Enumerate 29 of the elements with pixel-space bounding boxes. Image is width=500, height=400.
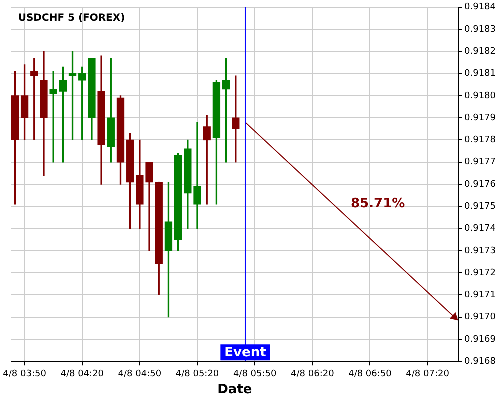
x-tick-label: 4/8 04:50 bbox=[118, 369, 162, 380]
y-tick-label: 0.9171 bbox=[464, 290, 496, 301]
text: USDCHF 5 (FOREX) bbox=[18, 12, 126, 24]
ref-line-label: Event bbox=[224, 345, 266, 360]
y-tick-label: 0.9168 bbox=[464, 356, 496, 367]
y-tick-label: 0.9173 bbox=[464, 246, 496, 256]
x-tick-label: 4/8 06:50 bbox=[348, 369, 392, 380]
annotation: 85.71% bbox=[351, 196, 406, 212]
x-tick-label: 4/8 04:20 bbox=[60, 369, 104, 380]
x-tick-label: 4/8 03:50 bbox=[3, 369, 47, 380]
y-tick-label: 0.9170 bbox=[464, 312, 496, 323]
x-axis-title: Date bbox=[218, 382, 252, 398]
y-tick-label: 0.9184 bbox=[464, 2, 496, 13]
y-tick-label: 0.9174 bbox=[464, 224, 496, 234]
x-tick-label: 4/8 06:20 bbox=[291, 369, 335, 380]
x-tick-label: 4/8 07:20 bbox=[406, 369, 450, 380]
x-tick-label: 4/8 05:20 bbox=[176, 369, 220, 380]
y-tick-label: 0.9175 bbox=[464, 202, 496, 212]
y-tick-label: 0.9178 bbox=[464, 136, 496, 146]
y-tick-label: 0.9169 bbox=[464, 334, 496, 345]
y-tick-label: 0.9176 bbox=[464, 180, 496, 190]
y-tick-label: 0.9183 bbox=[464, 24, 496, 35]
x-tick-label: 4/8 05:50 bbox=[233, 369, 277, 380]
y-tick-label: 0.9182 bbox=[464, 47, 496, 58]
y-tick-label: 0.9180 bbox=[464, 91, 496, 102]
y-tick-label: 0.9172 bbox=[464, 268, 496, 278]
y-tick-label: 0.9177 bbox=[464, 158, 496, 168]
y-tick-label: 0.9181 bbox=[464, 69, 496, 80]
y-tick-label: 0.9179 bbox=[464, 113, 496, 124]
